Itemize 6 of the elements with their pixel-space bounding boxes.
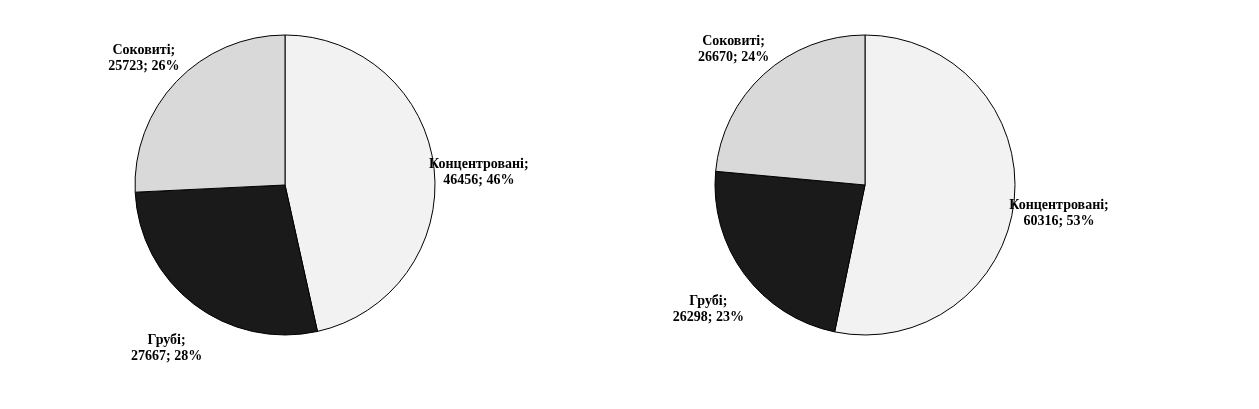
slice-label: Соковиті; 26670; 24% — [697, 32, 770, 64]
slice-label: Концентровані; 46456; 46% — [429, 155, 529, 187]
slice-label: Грубі; 27667; 28% — [131, 331, 203, 363]
slice-label: Грубі; 26298; 23% — [672, 293, 744, 325]
slice-label: Концентровані; 60316; 53% — [1009, 196, 1109, 228]
slice-label: Соковиті; 25723; 26% — [108, 42, 180, 74]
